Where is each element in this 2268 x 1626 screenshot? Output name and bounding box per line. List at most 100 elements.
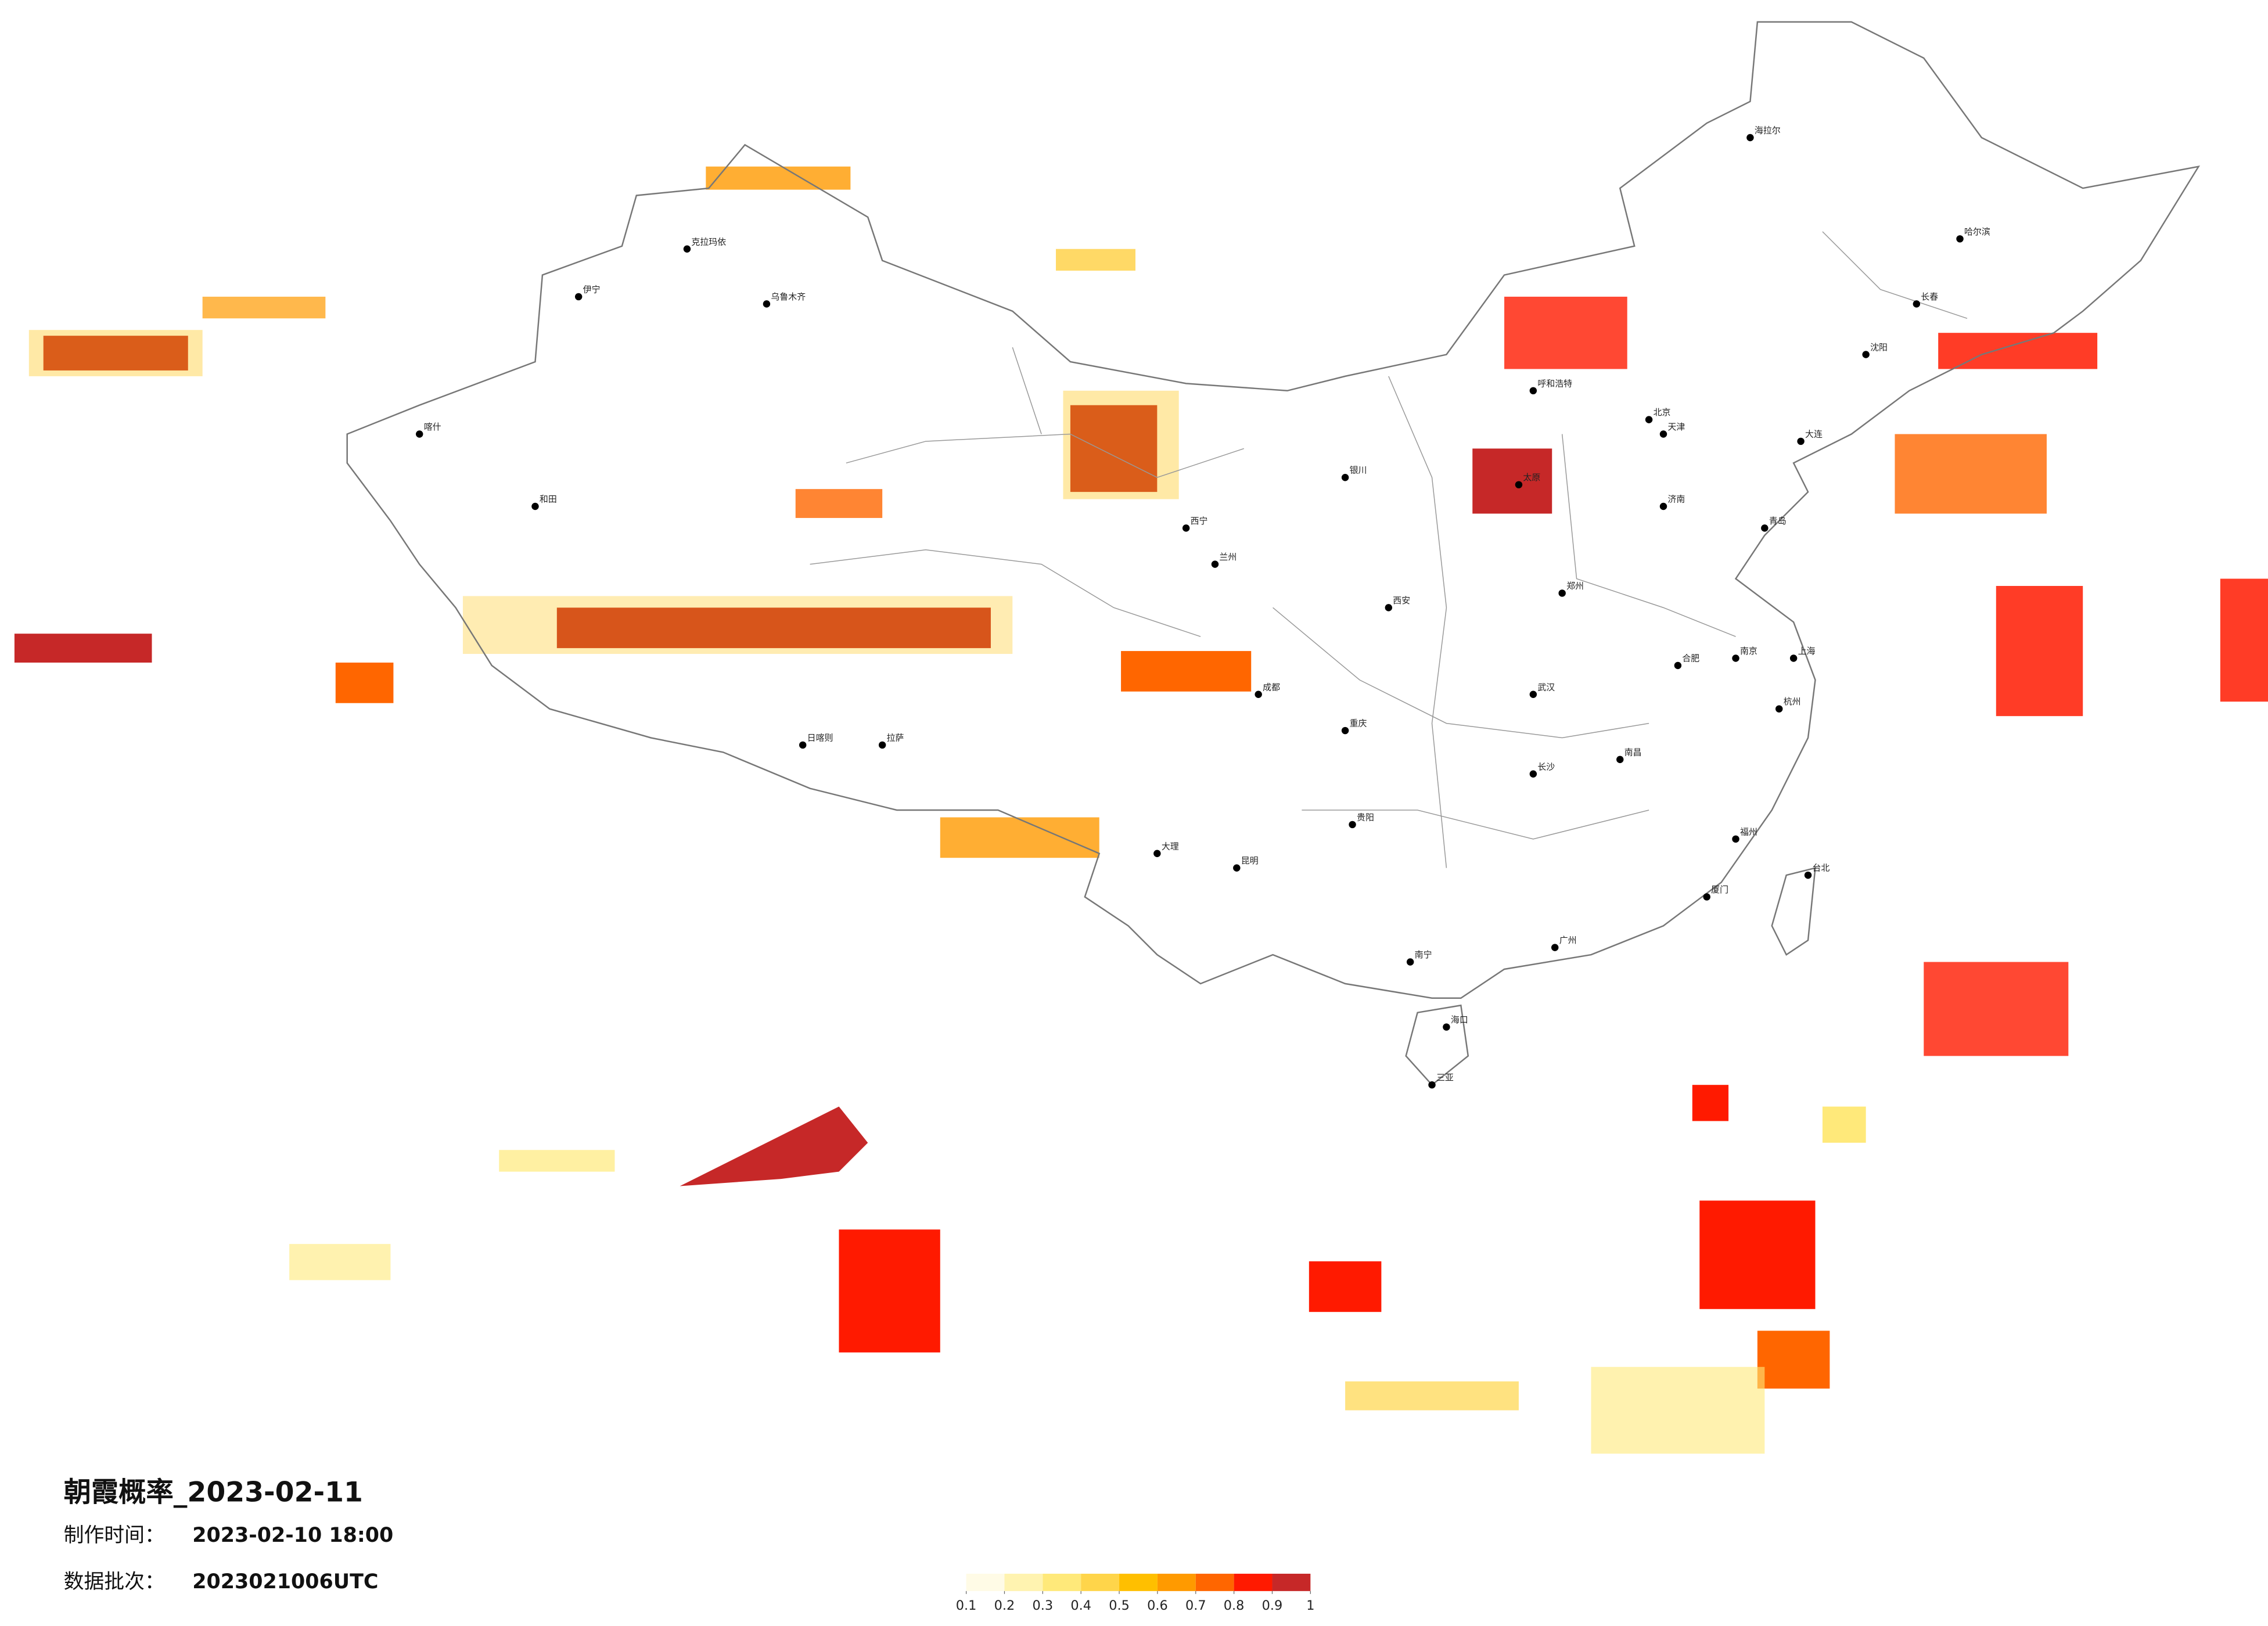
map-title: 朝霞概率_2023-02-11 (64, 1476, 363, 1508)
probability-field (14, 166, 2268, 1454)
city-dot (1233, 864, 1241, 872)
country-outline (346, 21, 2200, 1086)
city-dot (574, 293, 583, 301)
header: 朝霞概率_2023-02-11 制作时间： 2023-02-10 18:00 数… (64, 1476, 394, 1593)
legend-swatch (1004, 1573, 1043, 1591)
city-dot (1153, 850, 1161, 857)
city-dot (1255, 690, 1262, 699)
city-label: 兰州 (1219, 552, 1237, 562)
city-dot (1956, 235, 1964, 243)
city-label: 太原 (1523, 472, 1540, 483)
city-label: 喀什 (424, 422, 441, 432)
city-label: 重庆 (1350, 718, 1367, 729)
city-label: 合肥 (1682, 653, 1699, 664)
city-dot (1804, 871, 1812, 879)
city-dot (1443, 1023, 1450, 1031)
legend-tick-label: 0.8 (1224, 1598, 1245, 1613)
city-dot (1789, 654, 1798, 662)
province-borders (810, 231, 1968, 868)
city-label: 拉萨 (887, 732, 904, 743)
city-dot (763, 300, 771, 308)
city-dot (1341, 473, 1349, 481)
city-dot (1406, 958, 1414, 966)
city-label: 杭州 (1784, 696, 1801, 707)
city-dot (1211, 560, 1219, 568)
legend-tick-label: 0.7 (1185, 1598, 1206, 1613)
city-label: 和田 (540, 494, 557, 505)
legend-swatch (1234, 1573, 1273, 1591)
batch-value: 2023021006UTC (192, 1570, 378, 1593)
legend-swatch (1195, 1573, 1234, 1591)
city-dot (1775, 705, 1783, 713)
city-label: 武汉 (1537, 682, 1555, 692)
city-label: 伊宁 (583, 284, 601, 294)
city-label: 长春 (1921, 292, 1938, 302)
made-label: 制作时间： (64, 1524, 165, 1547)
city-dot (1385, 604, 1393, 611)
city-dot (1558, 589, 1566, 597)
made-value: 2023-02-10 18:00 (192, 1524, 393, 1547)
city-label: 长沙 (1537, 761, 1555, 772)
city-dot (1529, 387, 1537, 395)
city-dot (1746, 134, 1754, 142)
city-dot (1732, 654, 1739, 662)
city-dot (1862, 351, 1870, 358)
city-dot (1732, 835, 1739, 843)
legend-tick-label: 0.3 (1033, 1598, 1054, 1613)
city-dot (1797, 437, 1805, 445)
city-label: 贵阳 (1357, 812, 1374, 822)
legend-tick-label: 0.4 (1070, 1598, 1091, 1613)
legend: 0.1 0.2 0.3 0.4 0.5 0.6 0.7 0.8 0.9 1 (956, 1573, 1314, 1613)
city-label: 厦门 (1711, 884, 1728, 895)
city-dot (415, 430, 423, 438)
city-dot (1913, 300, 1921, 308)
legend-swatch (1157, 1573, 1196, 1591)
city-label: 海拉尔 (1755, 125, 1781, 135)
legend-swatch (1081, 1573, 1120, 1591)
city-label: 上海 (1798, 646, 1816, 656)
city-dot (1645, 416, 1653, 423)
city-label: 哈尔滨 (1964, 226, 1990, 237)
city-dot (1659, 430, 1667, 438)
city-dot (1428, 1081, 1436, 1089)
city-dot (799, 741, 807, 749)
city-label: 三亚 (1436, 1073, 1454, 1083)
city-label: 成都 (1263, 682, 1280, 692)
city-dot (1674, 661, 1682, 670)
city-label: 昆明 (1241, 855, 1259, 866)
city-label: 西宁 (1191, 516, 1208, 526)
city-label: 海口 (1451, 1015, 1468, 1025)
city-label: 广州 (1559, 935, 1577, 945)
city-dot (1529, 690, 1537, 699)
city-label: 乌鲁木齐 (771, 292, 806, 302)
city-label: 沈阳 (1870, 342, 1888, 352)
city-dot (1349, 821, 1356, 829)
batch-label: 数据批次： (64, 1570, 165, 1593)
city-label: 克拉玛依 (691, 236, 726, 247)
city-dot (1659, 502, 1667, 510)
city-dot (1703, 893, 1710, 901)
legend-swatch (966, 1573, 1005, 1591)
legend-swatch (1043, 1573, 1081, 1591)
city-label: 天津 (1667, 422, 1685, 432)
city-label: 福州 (1740, 826, 1757, 837)
city-dot (531, 502, 539, 510)
legend-tick-label: 0.5 (1109, 1598, 1130, 1613)
city-dot (1341, 726, 1349, 735)
city-label: 郑州 (1566, 581, 1584, 591)
legend-tick-label: 0.2 (994, 1598, 1015, 1613)
city-dot (683, 245, 691, 253)
city-label: 南京 (1740, 646, 1757, 656)
legend-tick-label: 0.6 (1147, 1598, 1168, 1613)
city-label: 银川 (1350, 465, 1367, 476)
city-label: 南宁 (1415, 949, 1432, 960)
city-dot (1529, 770, 1537, 778)
city-label: 日喀则 (807, 732, 833, 743)
city-label: 大理 (1162, 841, 1179, 851)
city-label: 北京 (1654, 407, 1671, 418)
city-dot (1616, 756, 1624, 764)
city-dot (1182, 524, 1190, 532)
city-label: 青岛 (1769, 516, 1787, 526)
